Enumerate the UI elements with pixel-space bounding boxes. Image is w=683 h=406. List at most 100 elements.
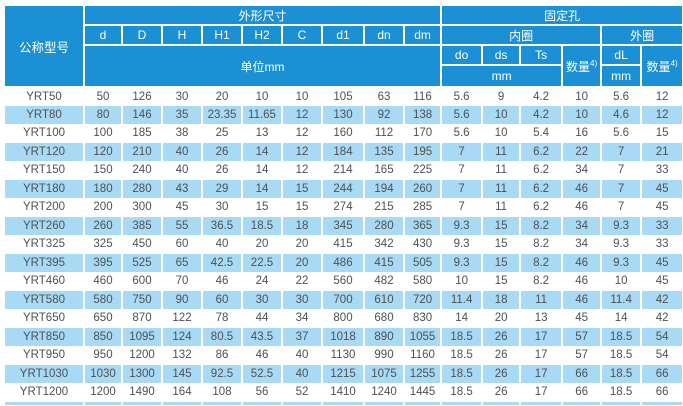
table-row: YRT460 460 600 70 46 24 22 560 482 580 10 15 8.2 46 10…	[3, 272, 683, 291]
value-cell: 29	[201, 179, 243, 198]
value-cell: 52.5	[241, 364, 283, 383]
bottom-border-cell	[281, 401, 323, 405]
value-cell: 7	[600, 142, 643, 161]
value-cell: 43	[161, 179, 203, 198]
value-cell: 13	[519, 309, 564, 328]
value-cell: 244	[321, 179, 365, 198]
model-cell: YRT100	[3, 124, 85, 143]
header-col-Ts: Ts	[519, 44, 564, 66]
value-cell: 14	[600, 309, 643, 328]
value-cell: 10	[481, 105, 522, 124]
value-cell: 415	[321, 235, 365, 254]
header-group-outer-dimensions: 外形尺寸	[82, 4, 443, 26]
value-cell: 11	[481, 161, 522, 180]
value-cell: 274	[321, 198, 365, 217]
value-cell: 46	[561, 198, 603, 217]
value-cell: 170	[402, 124, 443, 143]
header-outer-ring: 外圈	[600, 24, 683, 46]
value-cell: 9.3	[440, 235, 484, 254]
bottom-border-cell	[161, 401, 203, 405]
value-cell: 5.6	[600, 87, 643, 106]
value-cell: 990	[363, 346, 405, 365]
value-cell: 700	[321, 290, 365, 309]
value-cell: 66	[640, 364, 683, 383]
value-cell: 20	[481, 309, 522, 328]
header-col-dL: dL	[600, 44, 643, 66]
header-model: 公称型号	[3, 4, 85, 88]
table-body: YRT50 50 126 30 20 10 10 105 63 116 5.6 9 4.2 10 5.6 12…	[3, 87, 683, 405]
value-cell: 11.4	[440, 290, 484, 309]
value-cell: 8.2	[519, 272, 564, 291]
value-cell: 11.4	[600, 290, 643, 309]
header-group-fixing-holes: 固定孔	[440, 4, 683, 26]
value-cell: 11.65	[241, 105, 283, 124]
value-cell: 1240	[363, 383, 405, 402]
value-cell: 57	[561, 346, 603, 365]
value-cell: 1410	[321, 383, 365, 402]
value-cell: 12	[640, 87, 683, 106]
table-row: YRT950 950 1200 132 86 46 40 1130 990 1160 18.5 26 1…	[3, 346, 683, 365]
table-row: YRT50 50 126 30 20 10 10 105 63 116 5.6 9 4.2 10 5.6 12	[3, 87, 683, 106]
value-cell: 44	[241, 309, 283, 328]
value-cell: 26	[481, 383, 522, 402]
bottom-border-cell	[321, 401, 365, 405]
value-cell: 1095	[121, 327, 163, 346]
value-cell: 10	[561, 87, 603, 106]
value-cell: 20	[241, 235, 283, 254]
value-cell: 18.5	[440, 364, 484, 383]
value-cell: 9.3	[440, 253, 484, 272]
table-row: YRT1200 1200 1490 164 108 56 52 1410 1240 1445 18.…	[3, 383, 683, 402]
value-cell: 18	[281, 216, 323, 235]
value-cell: 950	[83, 346, 123, 365]
value-cell: 40	[281, 364, 323, 383]
value-cell: 14	[241, 161, 283, 180]
value-cell: 54	[640, 346, 683, 365]
value-cell: 45	[640, 272, 683, 291]
header-col-d: d	[83, 24, 123, 46]
value-cell: 13	[241, 124, 283, 143]
value-cell: 165	[363, 161, 405, 180]
bottom-border-cell	[363, 401, 405, 405]
value-cell: 240	[121, 161, 163, 180]
value-cell: 21	[640, 142, 683, 161]
value-cell: 120	[83, 142, 123, 161]
value-cell: 10	[281, 87, 323, 106]
value-cell: 92.5	[201, 364, 243, 383]
value-cell: 46	[201, 272, 243, 291]
value-cell: 890	[363, 327, 405, 346]
value-cell: 1215	[321, 364, 365, 383]
value-cell: 52	[281, 383, 323, 402]
value-cell: 65	[161, 253, 203, 272]
value-cell: 5.6	[440, 105, 484, 124]
value-cell: 7	[600, 179, 643, 198]
value-cell: 70	[161, 272, 203, 291]
value-cell: 415	[363, 253, 405, 272]
value-cell: 105	[321, 87, 365, 106]
value-cell: 20	[281, 253, 323, 272]
value-cell: 15	[640, 124, 683, 143]
value-cell: 5.4	[519, 124, 564, 143]
value-cell: 22	[281, 272, 323, 291]
value-cell: 15	[281, 179, 323, 198]
value-cell: 1030	[83, 364, 123, 383]
table-row: YRT100 100 185 38 25 13 12 160 112 170 5.6 10 5.4 16 5…	[3, 124, 683, 143]
value-cell: 40	[201, 235, 243, 254]
value-cell: 17	[519, 364, 564, 383]
value-cell: 8.2	[519, 253, 564, 272]
value-cell: 1255	[402, 364, 443, 383]
model-cell: YRT260	[3, 216, 85, 235]
value-cell: 100	[83, 124, 123, 143]
value-cell: 45	[561, 309, 603, 328]
value-cell: 16	[561, 124, 603, 143]
value-cell: 11	[519, 290, 564, 309]
header-col-H1: H1	[201, 24, 243, 46]
value-cell: 260	[83, 216, 123, 235]
bottom-border-cell	[402, 401, 443, 405]
value-cell: 34	[561, 235, 603, 254]
value-cell: 210	[121, 142, 163, 161]
value-cell: 14	[241, 179, 283, 198]
value-cell: 54	[640, 327, 683, 346]
value-cell: 10	[600, 272, 643, 291]
header-inner-mm: mm	[440, 64, 564, 88]
header-col-D: D	[121, 24, 163, 46]
